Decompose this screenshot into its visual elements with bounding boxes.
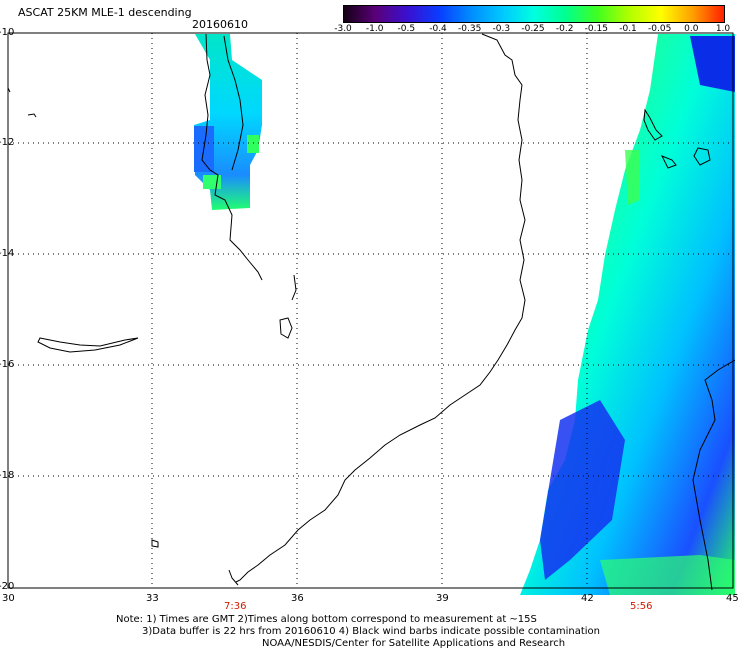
lon-label: 45 bbox=[726, 593, 739, 604]
lat-label: -20 bbox=[0, 581, 15, 592]
colorbar bbox=[343, 5, 725, 23]
colorbar-tick-label: -0.25 bbox=[521, 24, 545, 34]
product-title: ASCAT 25KM MLE-1 descending bbox=[18, 6, 192, 19]
lat-label: -16 bbox=[0, 359, 15, 370]
colorbar-tick-label: -0.1 bbox=[619, 24, 637, 34]
colorbar-tick-label: -0.05 bbox=[648, 24, 672, 34]
note-line-3: NOAA/NESDIS/Center for Satellite Applica… bbox=[262, 638, 566, 649]
product-date: 20160610 bbox=[192, 18, 248, 31]
colorbar-tick-label: -0.4 bbox=[429, 24, 447, 34]
colorbar-tick-label: -3.0 bbox=[334, 24, 352, 34]
lon-label: 33 bbox=[146, 593, 159, 604]
colorbar-tick-label: 0.0 bbox=[684, 24, 699, 34]
coastline bbox=[7, 33, 736, 591]
lon-label: 30 bbox=[2, 593, 15, 604]
colorbar-tick-label: 1.0 bbox=[715, 24, 731, 34]
lat-label: -12 bbox=[0, 137, 15, 148]
graticule bbox=[8, 33, 733, 588]
time-label-east: 5:56 bbox=[630, 601, 653, 612]
lat-label: -14 bbox=[0, 248, 15, 259]
note-line-1: Note: 1) Times are GMT 2)Times along bot… bbox=[116, 614, 537, 625]
lat-label: -18 bbox=[0, 470, 15, 481]
colorbar-tick-label: -0.15 bbox=[584, 24, 608, 34]
time-label-west: 7:36 bbox=[224, 601, 247, 612]
lon-label: 36 bbox=[291, 593, 304, 604]
lat-label: -10 bbox=[0, 27, 15, 38]
map-frame bbox=[7, 32, 734, 589]
swath-west bbox=[194, 34, 262, 210]
colorbar-tick-label: -1.0 bbox=[365, 24, 384, 34]
colorbar-tick-label: -0.2 bbox=[555, 24, 574, 34]
colorbar-tick-label: -0.35 bbox=[458, 24, 482, 34]
colorbar-labels: -3.0 -1.0 -0.5 -0.4 -0.35 -0.3 -0.25 -0.2 -0.15 -… bbox=[330, 24, 730, 36]
note-line-2: 3)Data buffer is 22 hrs from 20160610 4)… bbox=[142, 626, 600, 637]
swath-east bbox=[520, 34, 735, 595]
lon-label: 42 bbox=[581, 593, 594, 604]
lon-label: 39 bbox=[436, 593, 449, 604]
colorbar-tick-label: -0.5 bbox=[397, 24, 416, 34]
colorbar-tick-label: -0.3 bbox=[492, 24, 511, 34]
